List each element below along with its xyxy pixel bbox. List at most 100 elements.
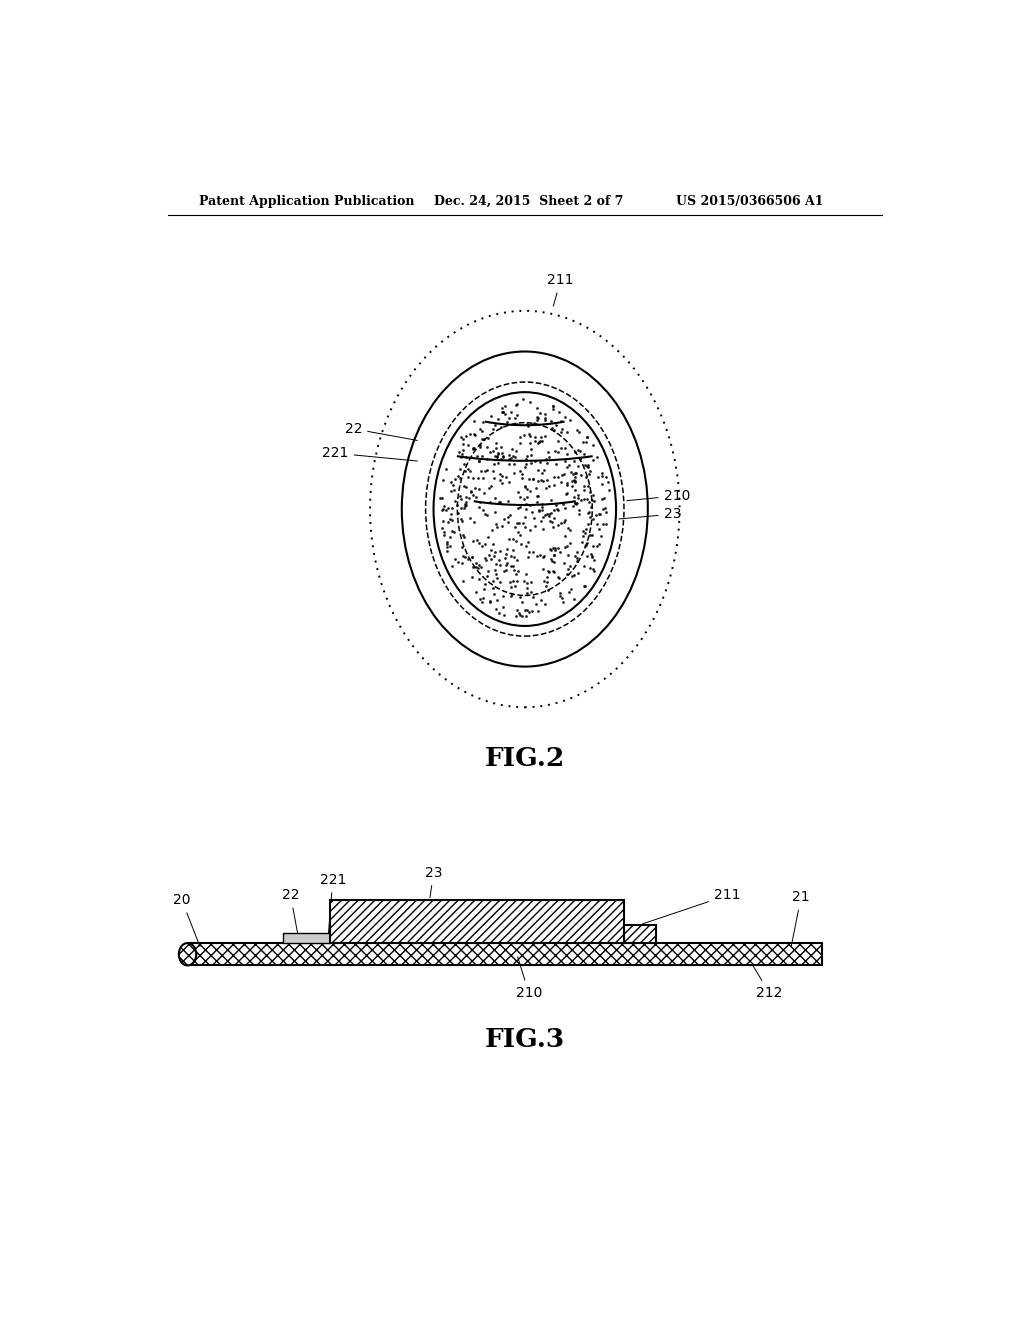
Point (507, 407, 523, 428)
Point (474, 421, 490, 442)
Point (473, 461, 489, 482)
Point (486, 502, 503, 523)
Point (501, 449, 517, 470)
Point (579, 545, 595, 566)
Point (463, 482, 479, 503)
Point (471, 532, 487, 553)
Point (529, 545, 546, 566)
Point (452, 467, 468, 488)
Point (522, 519, 539, 540)
Bar (624, 925, 655, 942)
Point (517, 457, 534, 478)
Point (544, 417, 560, 438)
Point (494, 442, 510, 463)
Point (531, 432, 548, 453)
Point (572, 465, 589, 486)
Point (592, 503, 608, 524)
Point (557, 451, 573, 473)
Point (474, 587, 490, 609)
Point (482, 491, 499, 512)
Text: 211: 211 (547, 273, 573, 306)
Point (480, 478, 497, 499)
Point (580, 513, 596, 535)
Point (526, 450, 543, 471)
Point (439, 532, 456, 553)
Point (446, 491, 463, 512)
Point (472, 418, 488, 440)
Point (482, 539, 499, 560)
Point (519, 577, 536, 598)
Point (599, 471, 615, 492)
Point (503, 545, 519, 566)
Point (488, 516, 505, 537)
Point (466, 411, 482, 432)
Point (517, 599, 534, 620)
Point (506, 463, 522, 484)
Point (456, 498, 472, 519)
Point (487, 560, 504, 581)
Point (532, 511, 549, 532)
Point (507, 447, 523, 469)
Point (598, 513, 614, 535)
Point (479, 504, 496, 525)
Point (434, 499, 451, 520)
Point (572, 440, 589, 461)
Point (486, 467, 503, 488)
Point (511, 586, 527, 607)
Text: 221: 221 (319, 873, 346, 936)
Point (485, 453, 502, 474)
Point (509, 393, 525, 414)
Point (468, 557, 484, 578)
Point (571, 447, 588, 469)
Point (449, 495, 465, 516)
Point (474, 536, 490, 557)
Point (437, 458, 454, 479)
Point (492, 463, 508, 484)
Point (505, 570, 521, 591)
Point (567, 471, 584, 492)
Point (468, 581, 484, 602)
Point (477, 548, 494, 569)
Point (431, 487, 447, 508)
Point (512, 524, 528, 545)
Point (566, 589, 583, 610)
Point (565, 487, 582, 508)
Point (588, 504, 604, 525)
Point (508, 606, 524, 627)
Point (443, 480, 460, 502)
Point (518, 564, 535, 585)
Point (471, 451, 487, 473)
Point (593, 525, 609, 546)
Point (584, 488, 600, 510)
Point (539, 566, 555, 587)
Point (489, 453, 506, 474)
Point (520, 546, 537, 568)
Point (559, 421, 575, 442)
Point (518, 478, 535, 499)
Point (479, 561, 496, 582)
Point (458, 486, 474, 507)
Point (460, 549, 476, 570)
Point (546, 474, 562, 495)
Point (519, 573, 536, 594)
Point (526, 430, 543, 451)
Point (446, 469, 463, 490)
Point (492, 491, 508, 512)
Point (498, 544, 514, 565)
Point (585, 508, 601, 529)
Text: 221: 221 (323, 446, 418, 461)
Point (444, 556, 461, 577)
Point (594, 463, 610, 484)
Point (526, 413, 543, 434)
Point (495, 446, 511, 467)
Point (497, 546, 513, 568)
Point (453, 446, 469, 467)
Point (538, 478, 554, 499)
Point (489, 408, 506, 429)
Point (511, 486, 527, 507)
Point (499, 467, 515, 488)
Point (515, 389, 531, 411)
Text: 22: 22 (345, 422, 418, 441)
Point (562, 556, 579, 577)
Point (435, 511, 452, 532)
